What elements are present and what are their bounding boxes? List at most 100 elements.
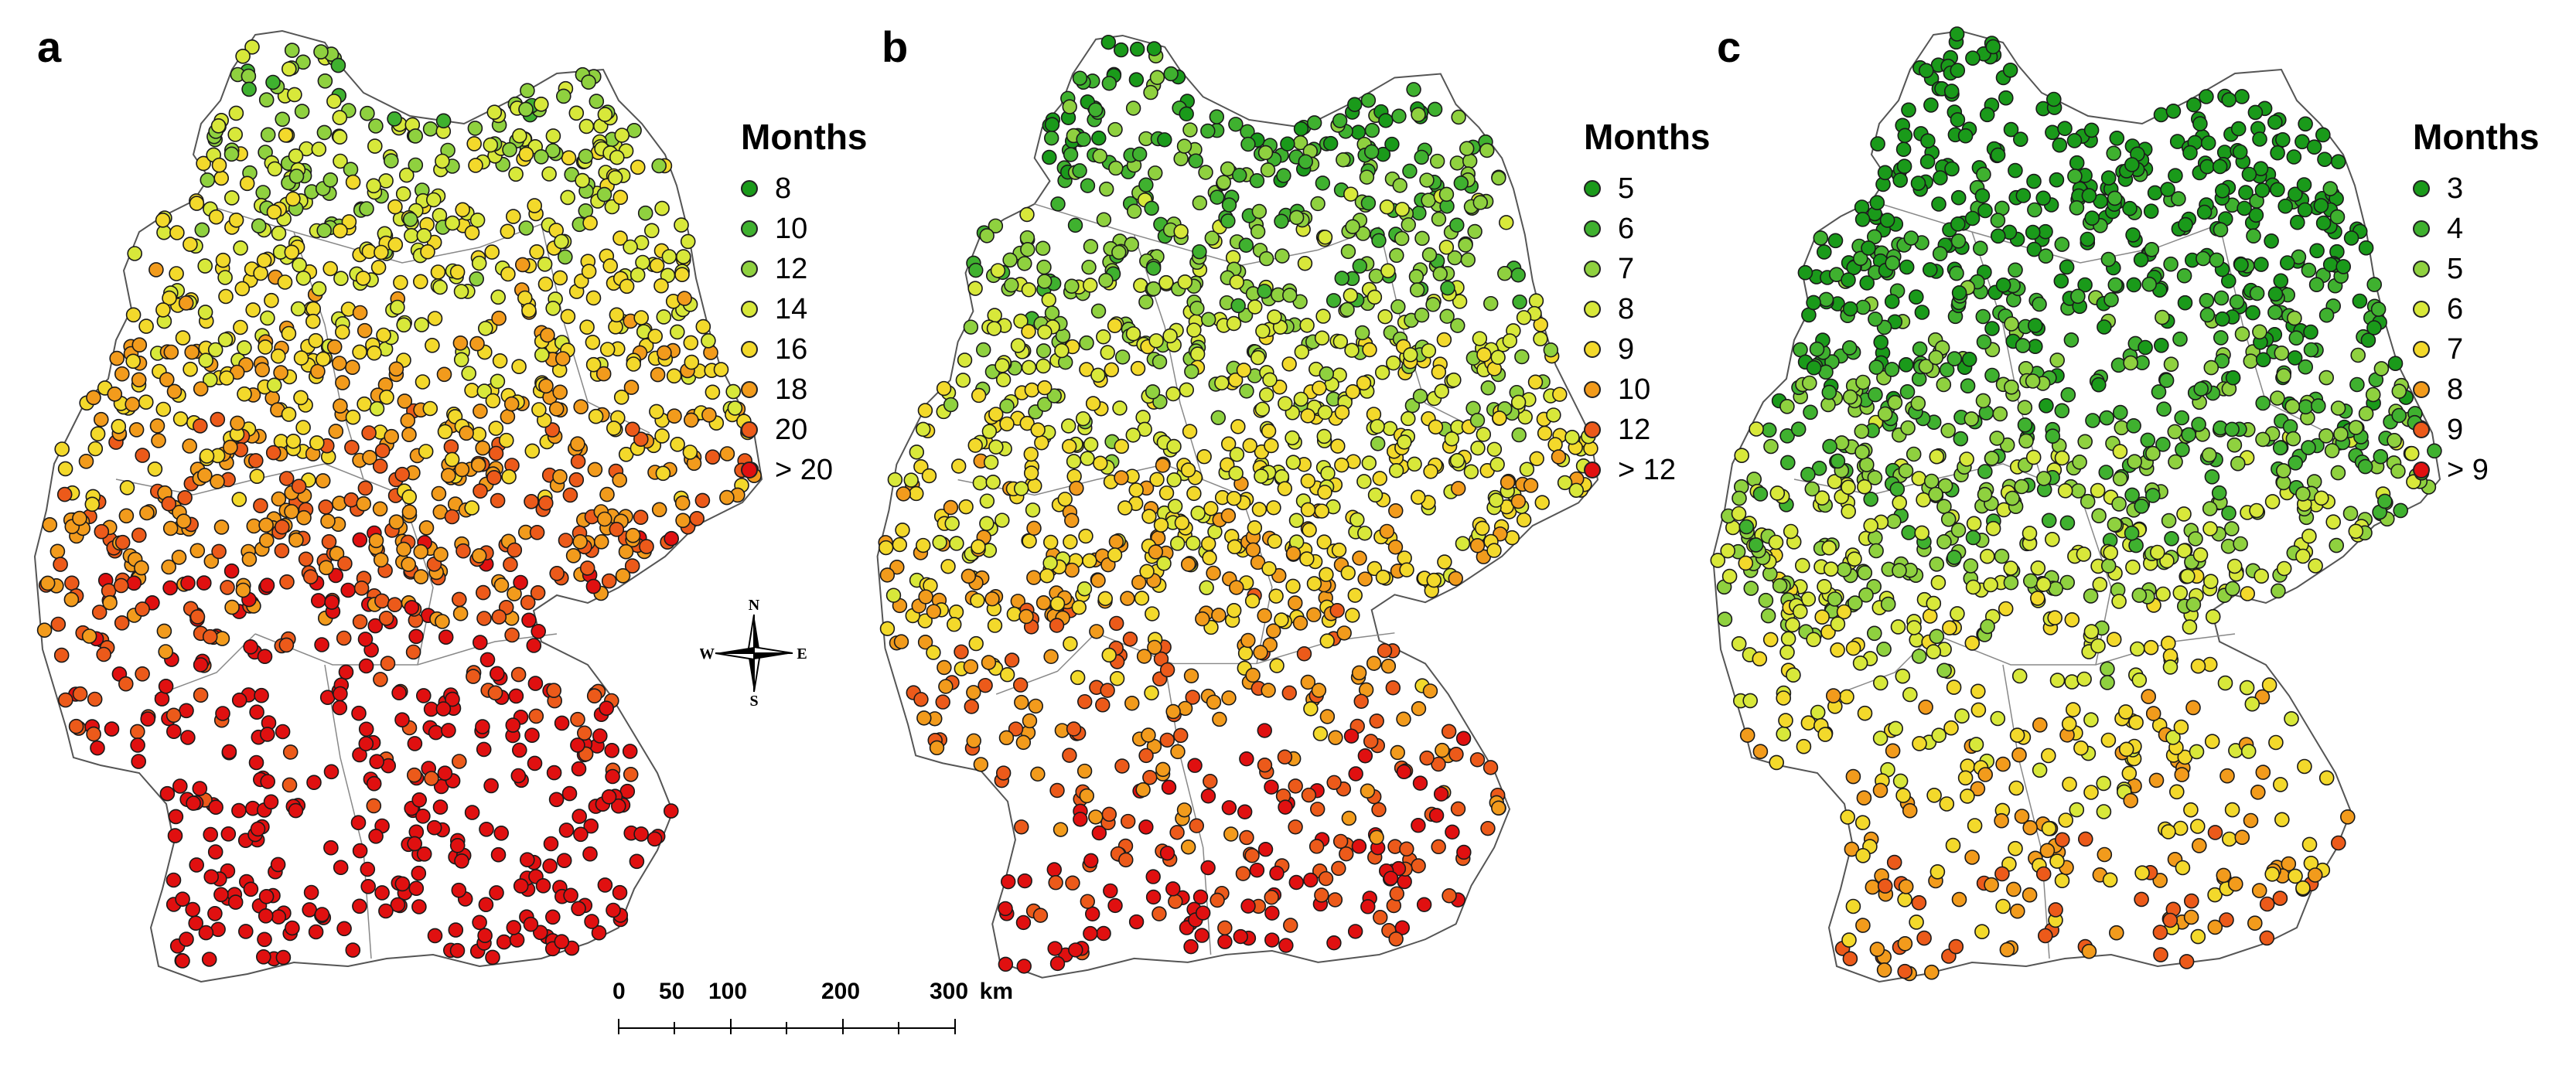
station-point (158, 678, 174, 694)
station-point (1950, 606, 1965, 622)
station-point (1863, 491, 1878, 507)
station-point (231, 492, 247, 507)
station-point (357, 480, 374, 496)
station-point (416, 227, 432, 244)
station-point (1186, 535, 1201, 551)
station-point (532, 925, 548, 941)
station-point (1965, 530, 1981, 546)
station-point (1976, 334, 1992, 350)
station-point (1895, 141, 1912, 157)
station-point (1071, 599, 1087, 615)
station-point (2308, 277, 2325, 293)
station-point (486, 469, 502, 485)
station-point (878, 540, 894, 556)
station-point (943, 499, 959, 516)
station-point (149, 418, 165, 434)
station-point (622, 744, 638, 759)
station-point (2335, 259, 2352, 274)
station-point (1135, 782, 1151, 798)
station-point (490, 289, 507, 305)
station-point (1221, 800, 1237, 816)
station-point (2064, 674, 2080, 690)
station-point (485, 393, 501, 409)
station-point (1300, 473, 1316, 489)
legend-swatch (1584, 421, 1601, 438)
station-point (1964, 411, 1980, 427)
station-point (534, 149, 549, 165)
station-point (562, 487, 578, 503)
station-point (472, 635, 488, 650)
station-point (1998, 90, 2014, 106)
station-point (332, 700, 348, 716)
station-point (477, 928, 493, 943)
station-point (138, 318, 154, 334)
station-point (472, 914, 487, 931)
station-point (602, 258, 619, 274)
station-point (1370, 418, 1385, 434)
station-point (378, 903, 394, 919)
station-point (1013, 313, 1029, 329)
station-point (968, 262, 984, 278)
station-point (2022, 819, 2039, 836)
station-point (2191, 417, 2206, 432)
station-point (601, 573, 617, 589)
station-point (1069, 480, 1084, 496)
station-point (1200, 123, 1216, 139)
station-point (2069, 199, 2085, 216)
station-point (1412, 388, 1428, 404)
station-point (266, 377, 282, 393)
station-point (1090, 573, 1106, 588)
station-point (1209, 109, 1225, 124)
station-point (1975, 393, 1991, 409)
station-point (1830, 642, 1845, 658)
station-point (159, 785, 176, 802)
station-point (604, 742, 620, 758)
station-point (957, 352, 973, 368)
station-point (344, 439, 360, 455)
station-point (479, 822, 494, 837)
station-point (1721, 568, 1738, 584)
station-point (265, 74, 281, 90)
station-point (561, 150, 577, 165)
station-point (1180, 557, 1196, 572)
station-point (2366, 320, 2382, 335)
station-point (1239, 751, 1254, 767)
station-point (119, 479, 135, 496)
station-point (321, 533, 337, 550)
station-point (2045, 91, 2062, 107)
station-point (227, 127, 244, 142)
station-point (352, 614, 368, 630)
station-point (1354, 325, 1370, 341)
station-point (1813, 230, 1829, 246)
station-point (1203, 774, 1218, 789)
station-point (1169, 536, 1186, 551)
station-point (341, 214, 357, 230)
station-point (633, 509, 649, 526)
station-point (995, 513, 1010, 528)
compass-icon: N S E W (699, 597, 807, 710)
station-point (2171, 191, 2186, 206)
station-point (1285, 546, 1302, 561)
station-point (549, 565, 565, 581)
station-point (1023, 465, 1039, 481)
station-point (1190, 506, 1206, 521)
panel-letter: b (882, 22, 909, 71)
station-point (2017, 400, 2033, 416)
station-point (1743, 581, 1759, 596)
station-point (1138, 819, 1154, 835)
station-point (147, 461, 163, 477)
station-point (2214, 311, 2230, 327)
station-point (1167, 499, 1183, 514)
station-point (461, 366, 477, 381)
legend-label: 10 (775, 212, 808, 245)
station-point (1063, 636, 1078, 652)
station-point (2061, 716, 2077, 732)
station-point (1462, 153, 1478, 169)
station-point (1734, 448, 1749, 464)
station-point (971, 387, 987, 404)
station-point (1229, 580, 1244, 595)
station-point (285, 920, 300, 936)
station-point (258, 517, 274, 533)
station-point (1264, 932, 1280, 948)
station-point (1909, 632, 1925, 648)
